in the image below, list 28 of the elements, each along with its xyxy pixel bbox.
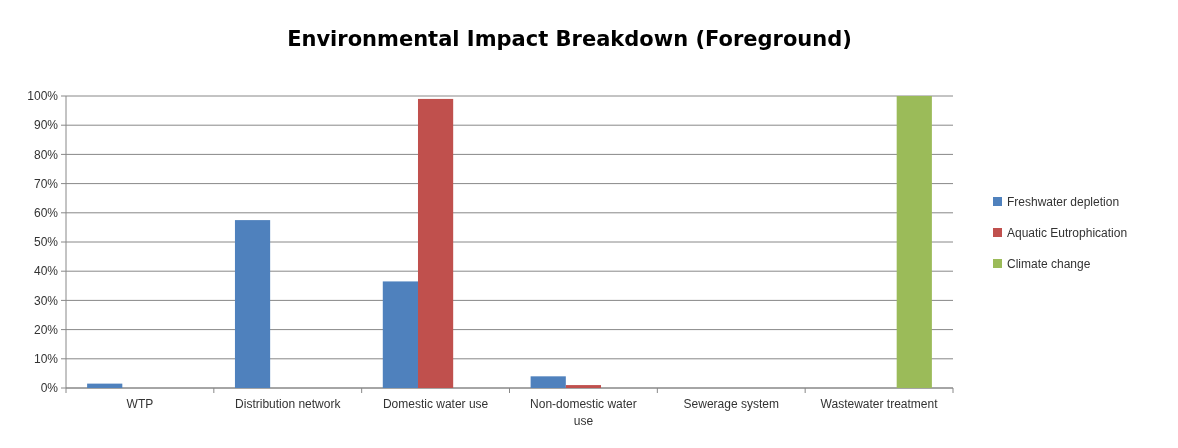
legend-label: Freshwater depletion — [1007, 195, 1120, 210]
y-tick-label: 50% — [33, 235, 59, 250]
y-tick-label: 90% — [33, 118, 59, 133]
bar — [417, 98, 454, 388]
legend-label: Climate change — [1007, 257, 1091, 272]
y-tick-label: 60% — [33, 206, 59, 220]
y-tick-label: 0% — [40, 381, 59, 396]
bar — [896, 96, 932, 388]
bar — [565, 385, 602, 388]
y-tick-label: 10% — [33, 352, 59, 366]
y-tick-label: 100% — [27, 89, 59, 104]
y-tick-label: 70% — [33, 176, 59, 191]
y-tick-label: 80% — [33, 147, 59, 162]
bar — [87, 383, 123, 388]
x-tick-label: Domestic water use — [382, 397, 489, 411]
bar — [234, 220, 271, 388]
x-tick-label: WTP — [126, 397, 154, 411]
y-tick-label: 30% — [33, 293, 59, 308]
x-tick-label: Non-domestic water use — [530, 397, 637, 428]
x-tick-label: Sewerage system — [683, 397, 779, 411]
x-tick-label: Wastewater treatment — [820, 397, 939, 411]
bar — [530, 376, 566, 388]
chart-title: Environmental Impact Breakdown (Foreground) — [287, 27, 852, 51]
bar — [382, 281, 418, 388]
y-tick-label: 20% — [33, 322, 59, 337]
x-tick-label: Distribution network — [235, 397, 342, 411]
y-tick-label: 40% — [33, 264, 59, 279]
legend-label: Aquatic Eutrophication — [1007, 226, 1128, 241]
